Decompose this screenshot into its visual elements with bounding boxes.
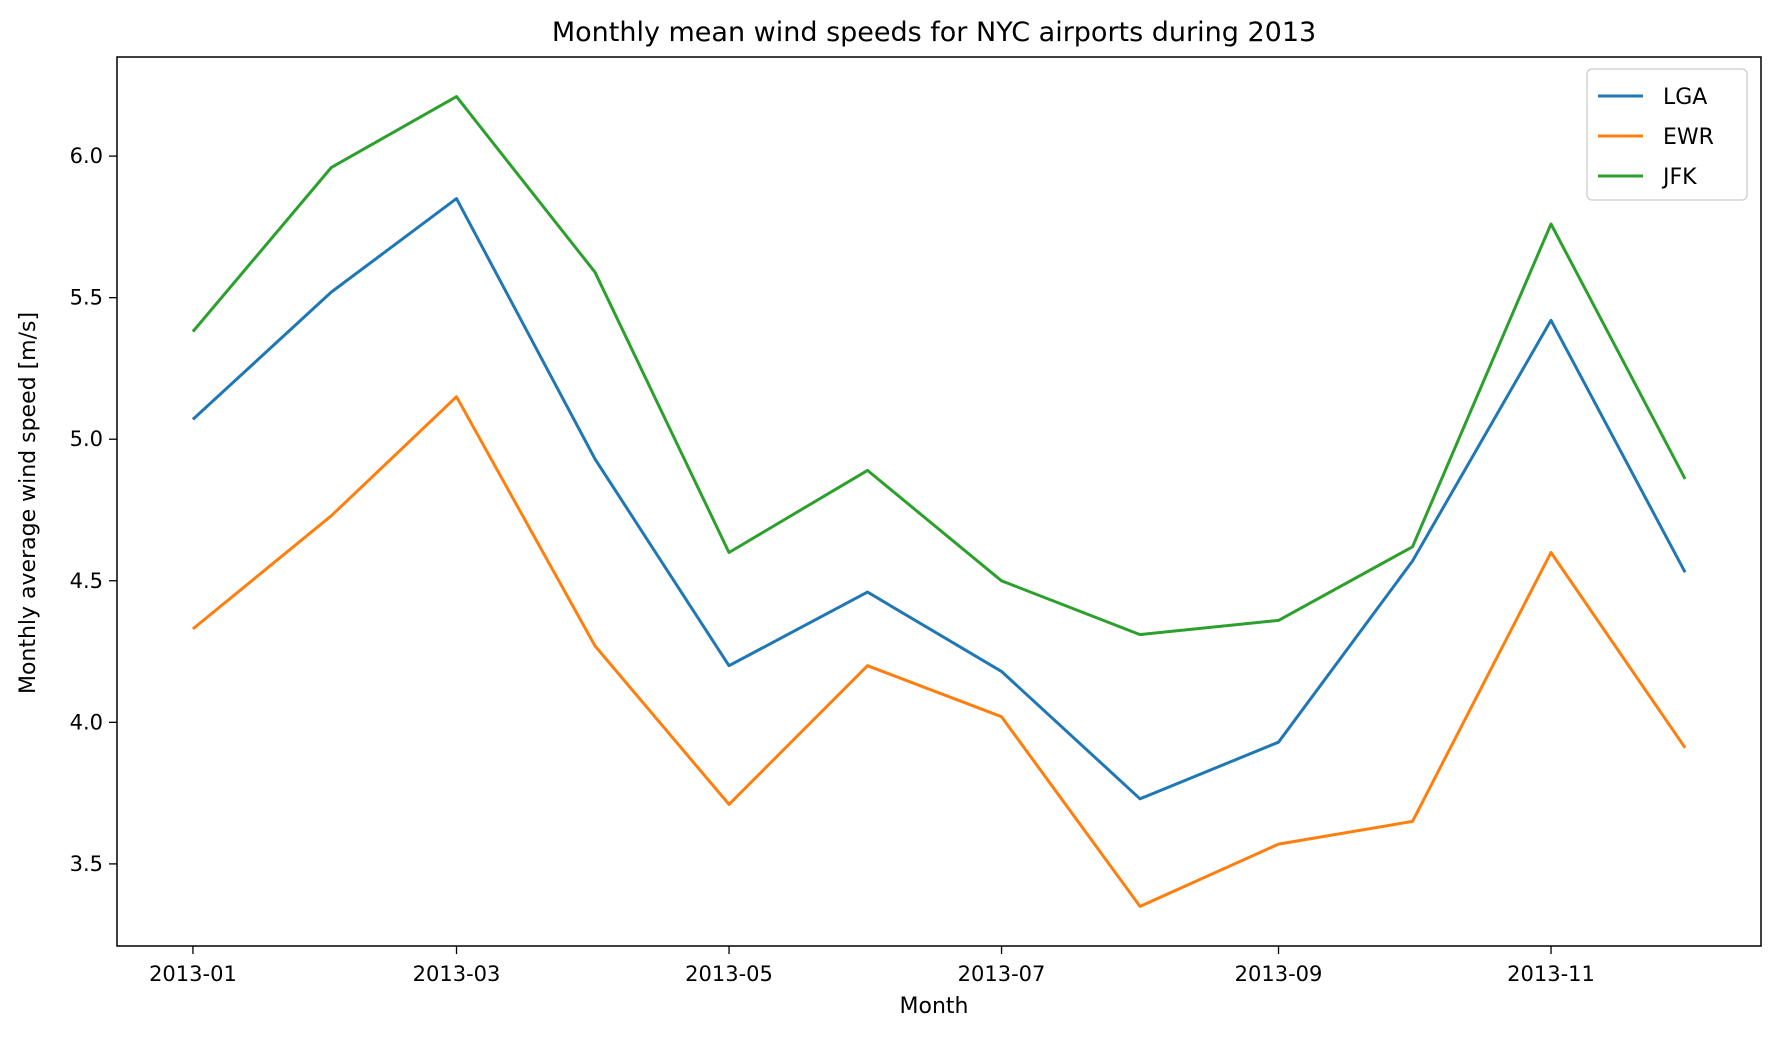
series-line-ewr xyxy=(191,395,1687,908)
series-line-jfk xyxy=(191,95,1687,637)
y-axis: 3.5 4.0 4.5 5.0 5.5 6.0 xyxy=(70,144,117,876)
series-layer xyxy=(191,95,1687,908)
legend: LGA EWR JFK xyxy=(1586,68,1748,201)
y-tick-label: 4.0 xyxy=(70,710,103,734)
y-axis-label: Monthly average wind speed [m/s] xyxy=(16,312,41,694)
x-tick-label: 2013-11 xyxy=(1507,962,1595,986)
x-axis-label: Month xyxy=(900,994,969,1019)
y-tick-label: 5.5 xyxy=(70,286,103,310)
x-tick-label: 2013-09 xyxy=(1235,962,1323,986)
x-tick-label: 2013-07 xyxy=(958,962,1046,986)
y-tick-label: 4.5 xyxy=(70,569,103,593)
x-axis: 2013-01 2013-03 2013-05 2013-07 2013-09 2013-… xyxy=(149,946,1595,986)
legend-box xyxy=(1586,68,1748,201)
series-line-lga xyxy=(191,197,1687,801)
legend-label-jfk: JFK xyxy=(1661,165,1697,190)
x-tick-label: 2013-05 xyxy=(685,962,773,986)
x-tick-label: 2013-01 xyxy=(149,962,237,986)
plot-area: 2013-01 2013-03 2013-05 2013-07 2013-09 2013-… xyxy=(70,56,1762,986)
legend-label-ewr: EWR xyxy=(1663,125,1714,150)
legend-label-lga: LGA xyxy=(1663,85,1707,110)
y-tick-label: 3.5 xyxy=(70,852,103,876)
x-tick-label: 2013-03 xyxy=(413,962,501,986)
axes-frame xyxy=(116,56,1762,947)
y-tick-label: 5.0 xyxy=(70,427,103,451)
chart-title: Monthly mean wind speeds for NYC airport… xyxy=(552,17,1316,48)
y-tick-label: 6.0 xyxy=(70,144,103,168)
